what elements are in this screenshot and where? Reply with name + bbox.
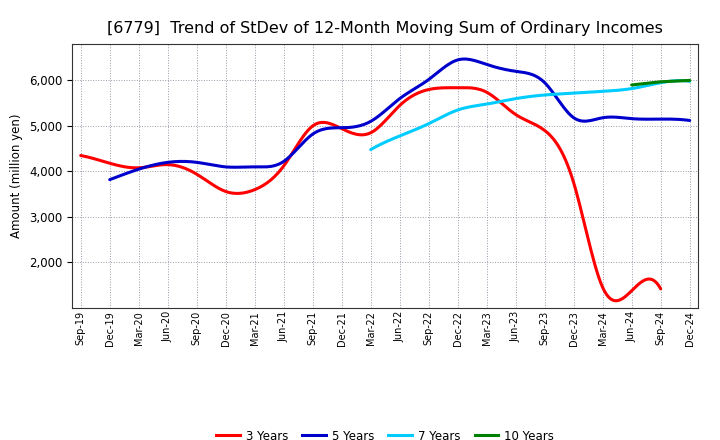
Title: [6779]  Trend of StDev of 12-Month Moving Sum of Ordinary Incomes: [6779] Trend of StDev of 12-Month Moving… (107, 21, 663, 36)
Y-axis label: Amount (million yen): Amount (million yen) (10, 114, 23, 238)
Legend: 3 Years, 5 Years, 7 Years, 10 Years: 3 Years, 5 Years, 7 Years, 10 Years (212, 425, 559, 440)
